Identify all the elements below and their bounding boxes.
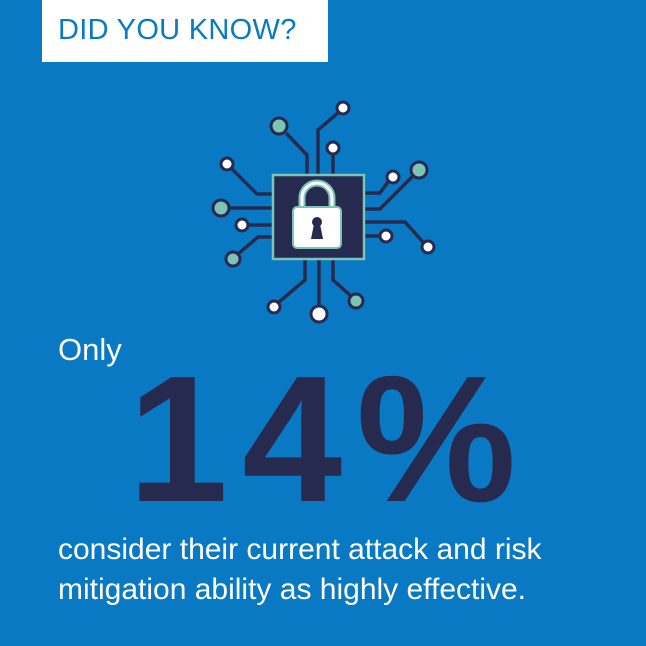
- stat-prefix: Only: [58, 332, 122, 367]
- did-you-know-badge: DID YOU KNOW?: [42, 0, 328, 62]
- description-line-2: mitigation ability as highly effective.: [58, 573, 527, 606]
- badge-label: DID YOU KNOW?: [58, 14, 297, 46]
- description-line-1: consider their current attack and risk: [58, 533, 542, 566]
- stat-description: consider their current attack and risk m…: [58, 530, 542, 610]
- stat-value: 14%: [128, 339, 531, 540]
